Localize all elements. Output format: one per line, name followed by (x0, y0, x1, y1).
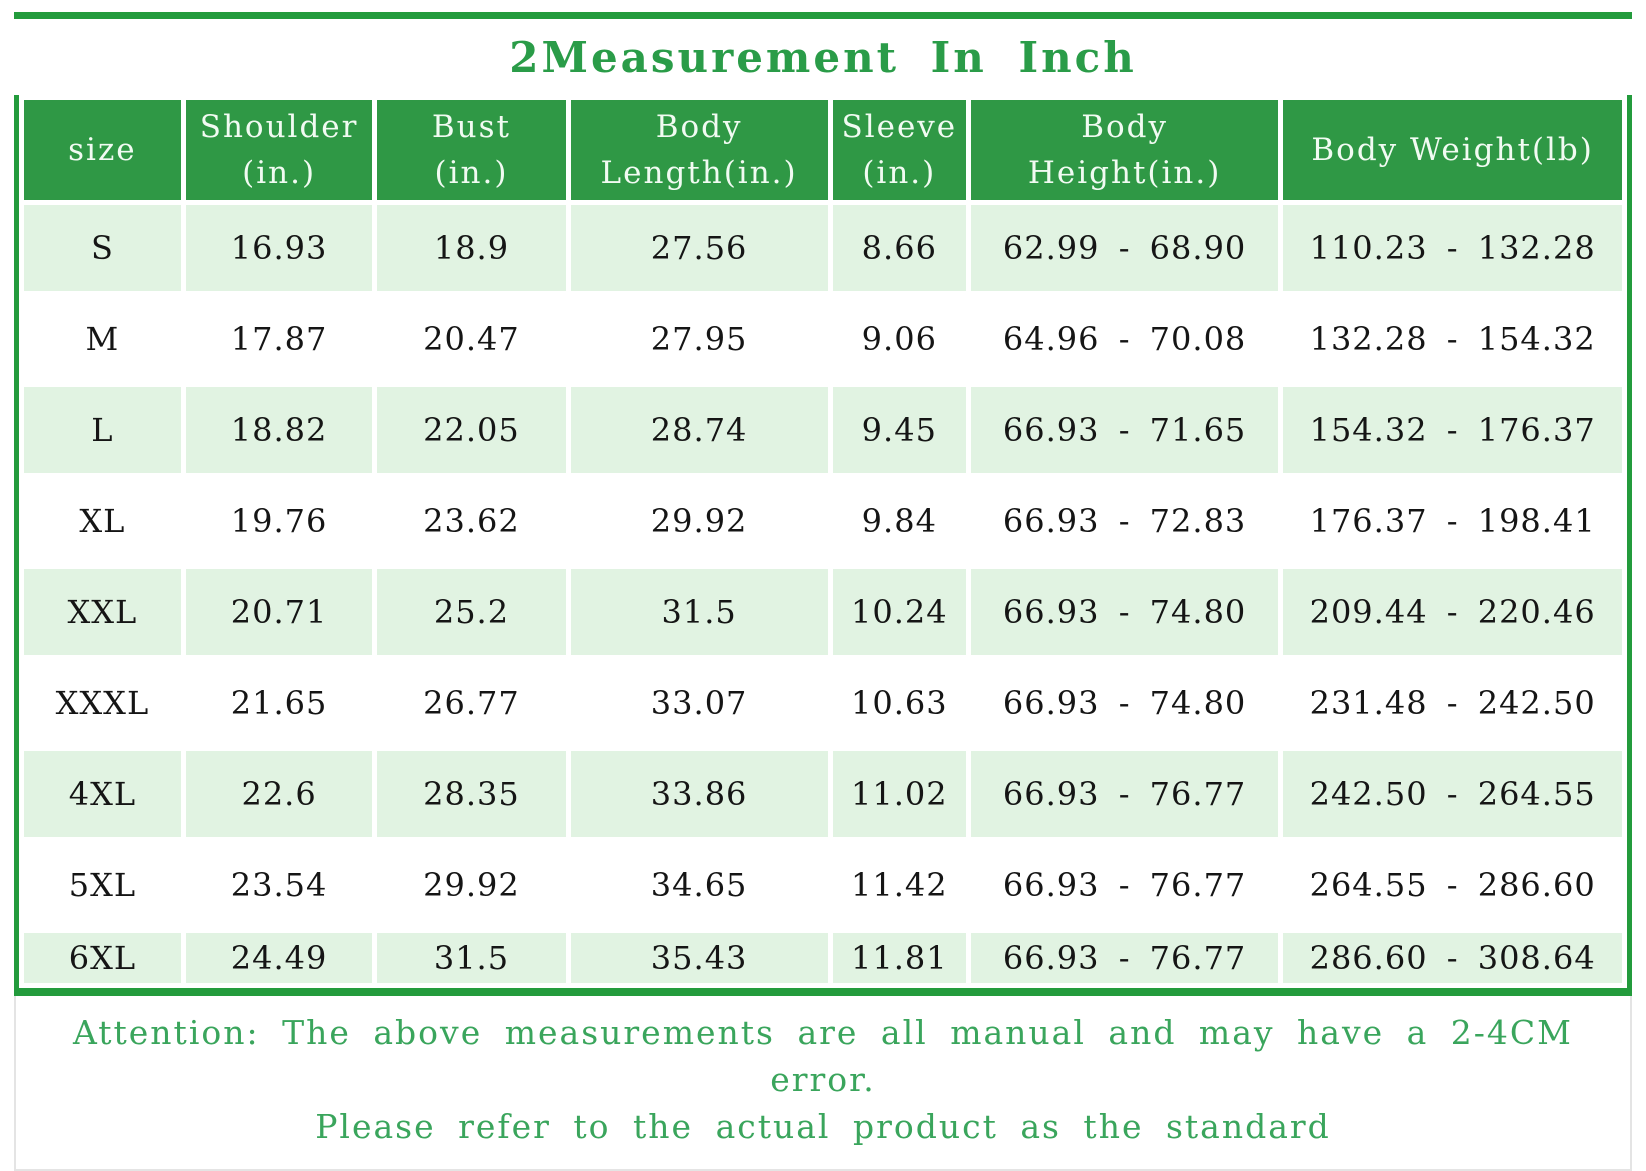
cell-body_weight: 242.50 - 264.55 (1283, 751, 1622, 837)
cell-body_length: 28.74 (570, 387, 828, 473)
cell-sleeve: 11.42 (832, 842, 966, 928)
cell-sleeve: 10.24 (832, 569, 966, 655)
table-row-6XL: 6XL 24.49 31.5 35.43 11.81 66.93 - 76.77 286.6… (24, 933, 1622, 983)
cell-bust: 18.9 (377, 205, 566, 291)
cell-body_length: 29.92 (570, 478, 828, 564)
table-row-S: S 16.93 18.9 27.56 8.66 62.99 - 68.90 110.23 -… (24, 205, 1622, 291)
cell-body_height: 62.99 - 68.90 (970, 205, 1279, 291)
cell-body_weight: 286.60 - 308.64 (1283, 933, 1622, 983)
column-header-body_length: Body Length(in.) (570, 100, 828, 200)
cell-body_height: 66.93 - 76.77 (970, 842, 1279, 928)
page-title: 2Measurement In Inch (509, 32, 1137, 82)
attention-note-line1: Attention: The above measurements are al… (73, 1013, 1573, 1099)
top-divider (14, 12, 1632, 19)
cell-size: 6XL (24, 933, 181, 983)
column-header-size: size (24, 100, 181, 200)
table-row-M: M 17.87 20.47 27.95 9.06 64.96 - 70.08 132.28 … (24, 296, 1622, 382)
cell-body_weight: 154.32 - 176.37 (1283, 387, 1622, 473)
cell-bust: 25.2 (377, 569, 566, 655)
cell-shoulder: 20.71 (185, 569, 373, 655)
cell-shoulder: 18.82 (185, 387, 373, 473)
cell-size: S (24, 205, 181, 291)
cell-body_length: 33.86 (570, 751, 828, 837)
cell-body_weight: 209.44 - 220.46 (1283, 569, 1622, 655)
cell-sleeve: 9.45 (832, 387, 966, 473)
cell-body_weight: 231.48 - 242.50 (1283, 660, 1622, 746)
cell-size: L (24, 387, 181, 473)
cell-bust: 23.62 (377, 478, 566, 564)
cell-body_length: 31.5 (570, 569, 828, 655)
table-head: size Shoulder (in.) Bust (in.) Body Length(in.… (24, 100, 1622, 200)
cell-bust: 28.35 (377, 751, 566, 837)
cell-body_height: 66.93 - 71.65 (970, 387, 1279, 473)
cell-sleeve: 11.81 (832, 933, 966, 983)
cell-bust: 20.47 (377, 296, 566, 382)
table-row-5XL: 5XL 23.54 29.92 34.65 11.42 66.93 - 76.77 264.… (24, 842, 1622, 928)
cell-size: XL (24, 478, 181, 564)
table-row-L: L 18.82 22.05 28.74 9.45 66.93 - 71.65 154.32 … (24, 387, 1622, 473)
cell-body_weight: 110.23 - 132.28 (1283, 205, 1622, 291)
cell-body_height: 64.96 - 70.08 (970, 296, 1279, 382)
table-row-XXL: XXL 20.71 25.2 31.5 10.24 66.93 - 74.80 209.44… (24, 569, 1622, 655)
cell-body_weight: 132.28 - 154.32 (1283, 296, 1622, 382)
cell-bust: 29.92 (377, 842, 566, 928)
cell-body_height: 66.93 - 76.77 (970, 933, 1279, 983)
cell-size: M (24, 296, 181, 382)
cell-body_length: 35.43 (570, 933, 828, 983)
attention-note: Attention: The above measurements are al… (14, 996, 1632, 1171)
cell-size: XXL (24, 569, 181, 655)
table-row-XXXL: XXXL 21.65 26.77 33.07 10.63 66.93 - 74.80 231… (24, 660, 1622, 746)
attention-note-line2: Please refer to the actual product as th… (315, 1106, 1331, 1146)
cell-shoulder: 17.87 (185, 296, 373, 382)
cell-sleeve: 8.66 (832, 205, 966, 291)
cell-shoulder: 24.49 (185, 933, 373, 983)
cell-shoulder: 16.93 (185, 205, 373, 291)
cell-sleeve: 11.02 (832, 751, 966, 837)
cell-body_length: 27.95 (570, 296, 828, 382)
cell-body_length: 34.65 (570, 842, 828, 928)
cell-bust: 31.5 (377, 933, 566, 983)
cell-size: 4XL (24, 751, 181, 837)
column-header-body_height: Body Height(in.) (970, 100, 1279, 200)
table-body: S 16.93 18.9 27.56 8.66 62.99 - 68.90 110.23 -… (24, 205, 1622, 983)
cell-body_weight: 176.37 - 198.41 (1283, 478, 1622, 564)
column-header-sleeve: Sleeve (in.) (832, 100, 966, 200)
cell-size: 5XL (24, 842, 181, 928)
measurement-table: size Shoulder (in.) Bust (in.) Body Length(in.… (14, 95, 1632, 996)
cell-body_length: 33.07 (570, 660, 828, 746)
table-row-XL: XL 19.76 23.62 29.92 9.84 66.93 - 72.83 176.37… (24, 478, 1622, 564)
cell-shoulder: 22.6 (185, 751, 373, 837)
column-header-shoulder: Shoulder (in.) (185, 100, 373, 200)
cell-body_height: 66.93 - 72.83 (970, 478, 1279, 564)
cell-shoulder: 23.54 (185, 842, 373, 928)
title-row: 2Measurement In Inch (14, 19, 1632, 95)
cell-body_height: 66.93 - 74.80 (970, 569, 1279, 655)
cell-sleeve: 10.63 (832, 660, 966, 746)
cell-body_height: 66.93 - 74.80 (970, 660, 1279, 746)
cell-sleeve: 9.84 (832, 478, 966, 564)
cell-sleeve: 9.06 (832, 296, 966, 382)
table-row-4XL: 4XL 22.6 28.35 33.86 11.02 66.93 - 76.77 242.5… (24, 751, 1622, 837)
cell-body_weight: 264.55 - 286.60 (1283, 842, 1622, 928)
cell-body_height: 66.93 - 76.77 (970, 751, 1279, 837)
cell-body_length: 27.56 (570, 205, 828, 291)
table-header-row: size Shoulder (in.) Bust (in.) Body Length(in.… (24, 100, 1622, 200)
column-header-bust: Bust (in.) (377, 100, 566, 200)
cell-bust: 22.05 (377, 387, 566, 473)
cell-shoulder: 19.76 (185, 478, 373, 564)
cell-shoulder: 21.65 (185, 660, 373, 746)
cell-bust: 26.77 (377, 660, 566, 746)
column-header-body_weight: Body Weight(lb) (1283, 100, 1622, 200)
cell-size: XXXL (24, 660, 181, 746)
